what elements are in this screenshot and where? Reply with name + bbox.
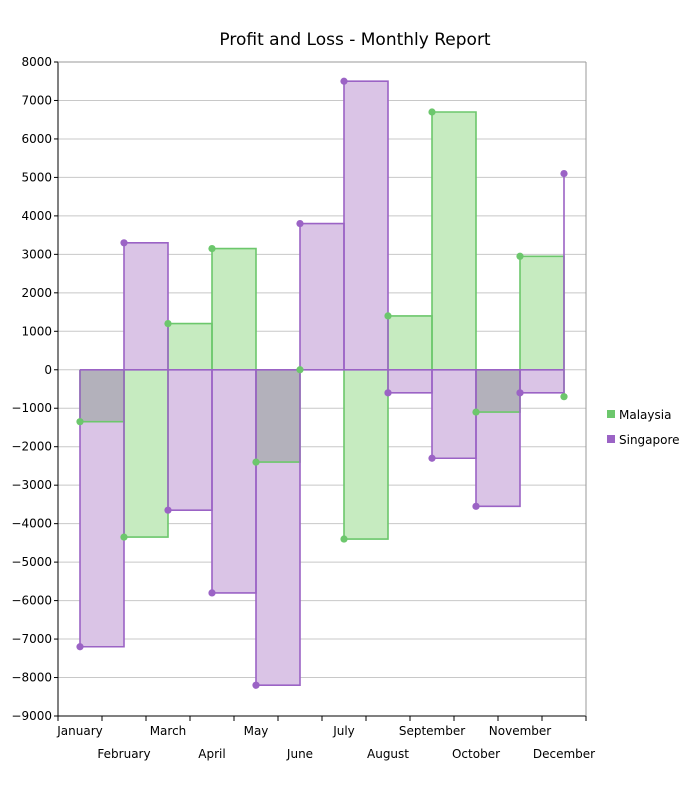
x-tick-label: January (56, 724, 103, 738)
x-tick-label: March (150, 724, 187, 738)
data-point-singapore (164, 506, 172, 514)
y-tick-labels: −9000 −8000 −7000 −6000 −5000 −4000 −3000 −2000… (11, 55, 52, 723)
area-segment-singapore (212, 369, 256, 593)
y-tick-label: −4000 (11, 517, 52, 531)
y-tick-label: 8000 (21, 55, 52, 69)
data-point-malaysia (560, 393, 568, 401)
series-line-malaysia (431, 111, 477, 370)
x-tick-label: July (332, 724, 355, 738)
area-segment-malaysia (388, 315, 432, 370)
legend-label-malaysia: Malaysia (619, 408, 671, 422)
data-point-malaysia (164, 320, 172, 328)
data-point-malaysia (428, 108, 436, 116)
data-point-singapore (384, 389, 392, 397)
series-lines (79, 80, 565, 687)
series-line-malaysia (343, 369, 389, 540)
data-point-malaysia (296, 366, 304, 374)
series-line-singapore (343, 80, 389, 370)
area-segment-singapore (344, 81, 388, 370)
x-tick-label: November (489, 724, 551, 738)
legend-swatch-singapore (607, 435, 615, 443)
data-point-singapore (340, 77, 348, 85)
y-tick-label: −9000 (11, 709, 52, 723)
area-segment-malaysia (124, 369, 168, 538)
area-overlap (476, 369, 520, 413)
data-point-malaysia (208, 244, 216, 253)
y-tick-label: −6000 (11, 594, 52, 608)
series-line-singapore (79, 369, 125, 648)
legend-swatch-malaysia (607, 410, 615, 418)
data-points (76, 77, 568, 689)
y-tick-label: 6000 (21, 132, 52, 146)
series-line-singapore (123, 242, 169, 370)
area-segment-singapore (432, 369, 476, 459)
data-point-singapore (252, 681, 260, 689)
y-tick-label: −2000 (11, 440, 52, 454)
x-tick-label: May (244, 724, 269, 738)
y-tick-label: 1000 (21, 324, 52, 338)
area-segment-singapore (124, 242, 168, 370)
area-segment-malaysia (432, 112, 476, 370)
x-tick-label: August (367, 747, 409, 761)
x-tick-label: September (399, 724, 465, 738)
series-line-singapore (255, 369, 301, 687)
y-tick-label: −8000 (11, 671, 52, 685)
x-tick-label: October (452, 747, 500, 761)
data-point-singapore (208, 589, 216, 597)
chart-title: Profit and Loss - Monthly Report (219, 30, 491, 50)
data-point-singapore (516, 389, 524, 397)
area-segment-malaysia (168, 323, 212, 370)
data-point-singapore (76, 643, 84, 651)
x-tick-label: June (286, 747, 313, 761)
data-point-singapore (560, 169, 568, 178)
data-point-singapore (428, 454, 436, 462)
data-point-singapore (296, 219, 304, 228)
data-point-malaysia (472, 408, 480, 416)
data-point-malaysia (252, 458, 260, 466)
y-tick-label: 5000 (21, 170, 52, 184)
data-point-malaysia (120, 533, 128, 541)
area-overlap (256, 369, 300, 463)
y-tick-label: −1000 (11, 401, 52, 415)
area-segment-singapore (388, 369, 432, 393)
series-line-singapore (475, 369, 521, 508)
area-segment-singapore (520, 369, 564, 393)
legend-label-singapore: Singapore (619, 433, 680, 447)
area-segment-malaysia (212, 248, 256, 370)
series-line-malaysia (211, 247, 257, 370)
y-tick-label: −3000 (11, 478, 52, 492)
data-point-malaysia (384, 312, 392, 320)
data-point-malaysia (340, 535, 348, 543)
y-tick-label: 0 (44, 363, 52, 377)
y-tick-label: 4000 (21, 209, 52, 223)
data-point-singapore (472, 502, 480, 510)
axes (54, 61, 587, 721)
area-overlap (80, 369, 124, 422)
data-point-malaysia (516, 252, 524, 260)
x-tick-label: April (198, 747, 225, 761)
data-point-singapore (120, 239, 128, 247)
plot-areas (80, 81, 564, 686)
y-tick-label: 7000 (21, 93, 52, 107)
x-tick-label: February (97, 747, 150, 761)
y-tick-label: −5000 (11, 555, 52, 569)
area-segment-singapore (168, 369, 212, 511)
y-tick-label: 2000 (21, 286, 52, 300)
series-line-singapore (519, 369, 565, 394)
y-tick-label: 3000 (21, 247, 52, 261)
legend: Malaysia Singapore (607, 408, 680, 447)
y-tick-label: −7000 (11, 632, 52, 646)
x-tick-label: December (533, 747, 595, 761)
area-segment-malaysia (344, 369, 388, 540)
data-point-malaysia (76, 418, 84, 426)
area-segment-malaysia (520, 256, 564, 370)
area-segment-singapore (300, 223, 344, 370)
